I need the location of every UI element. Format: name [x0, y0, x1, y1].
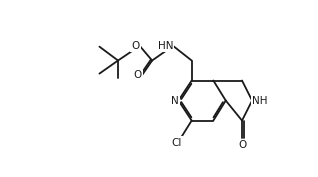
Text: O: O	[238, 140, 246, 150]
Text: Cl: Cl	[171, 138, 182, 147]
Text: HN: HN	[157, 41, 173, 51]
Text: O: O	[131, 41, 140, 51]
Text: NH: NH	[252, 96, 268, 105]
Text: N: N	[171, 96, 178, 105]
Text: O: O	[134, 70, 142, 80]
